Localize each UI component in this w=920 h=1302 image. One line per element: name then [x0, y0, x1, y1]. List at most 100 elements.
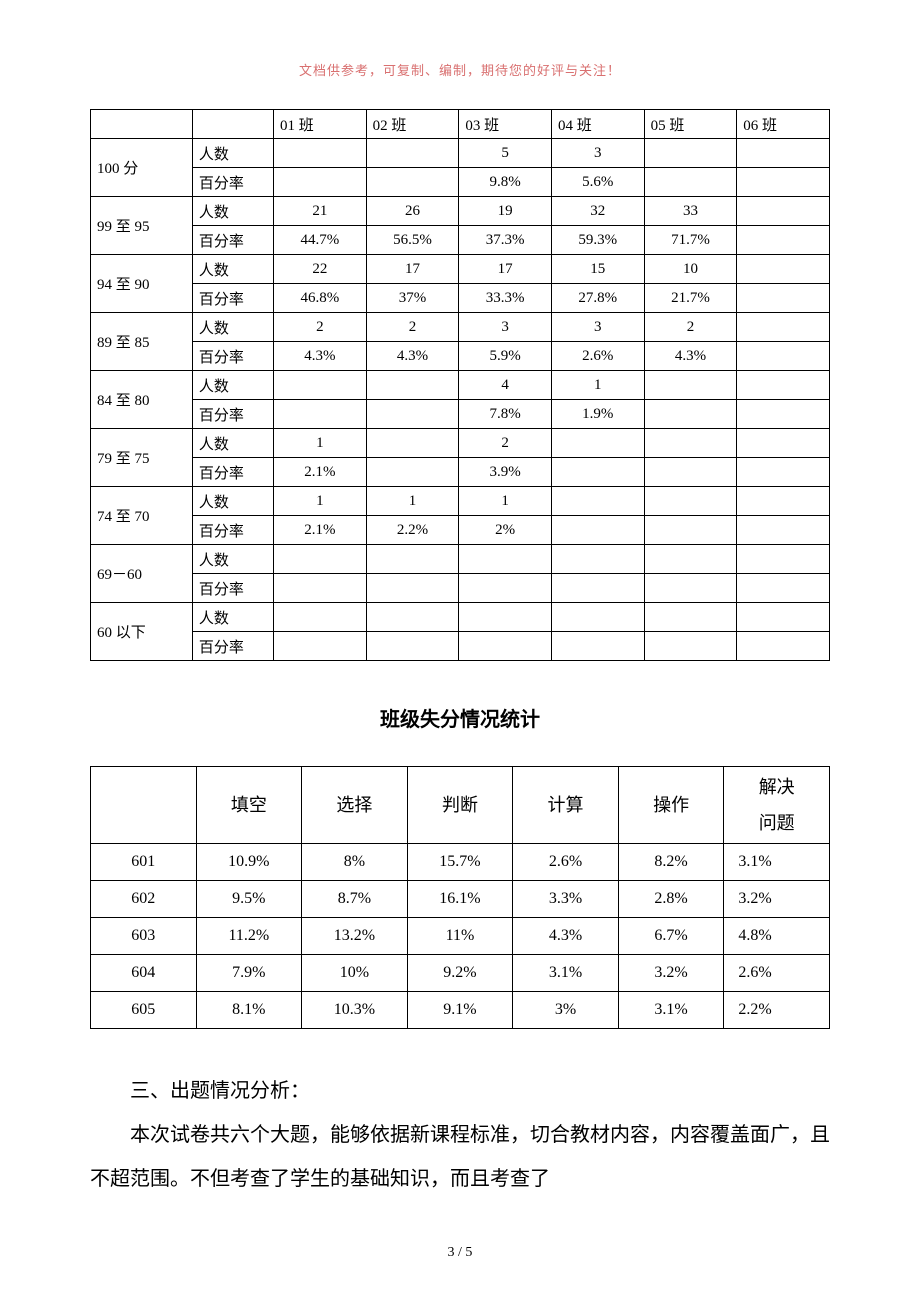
data-cell: 2.8%	[618, 881, 724, 918]
row-type-label: 人数	[192, 429, 273, 458]
data-cell: 27.8%	[551, 284, 644, 313]
data-cell	[551, 429, 644, 458]
data-cell	[551, 545, 644, 574]
data-cell: 9.8%	[459, 168, 552, 197]
data-cell	[274, 603, 367, 632]
data-cell: 1	[274, 429, 367, 458]
column-header: 计算	[513, 767, 619, 844]
data-cell: 21	[274, 197, 367, 226]
column-header	[91, 767, 197, 844]
data-cell: 4.8%	[724, 918, 830, 955]
row-type-label: 百分率	[192, 400, 273, 429]
data-cell: 5.6%	[551, 168, 644, 197]
data-cell	[644, 487, 737, 516]
data-cell: 3.1%	[618, 992, 724, 1029]
class-header: 02 班	[366, 110, 459, 139]
data-cell: 3	[459, 313, 552, 342]
data-cell: 71.7%	[644, 226, 737, 255]
data-cell	[737, 429, 830, 458]
loss-table: 填空选择判断计算操作解决问题 60110.9%8%15.7%2.6%8.2%3.…	[90, 766, 830, 1029]
data-cell: 2	[274, 313, 367, 342]
row-type-label: 百分率	[192, 632, 273, 661]
table-row: 94 至 90人数2217171510	[91, 255, 830, 284]
data-cell	[737, 313, 830, 342]
data-cell	[366, 574, 459, 603]
data-cell: 26	[366, 197, 459, 226]
data-cell	[644, 516, 737, 545]
data-cell: 16.1%	[407, 881, 513, 918]
data-cell	[366, 545, 459, 574]
data-cell: 4.3%	[274, 342, 367, 371]
row-type-label: 人数	[192, 371, 273, 400]
data-cell	[459, 632, 552, 661]
data-cell	[737, 371, 830, 400]
data-cell: 3	[551, 313, 644, 342]
data-cell: 10.9%	[196, 844, 302, 881]
row-type-label: 百分率	[192, 574, 273, 603]
data-cell: 3.1%	[724, 844, 830, 881]
table-row: 百分率4.3%4.3%5.9%2.6%4.3%	[91, 342, 830, 371]
header-note: 文档供参考，可复制、编制，期待您的好评与关注！	[90, 60, 830, 79]
band-label: 89 至 85	[91, 313, 193, 371]
data-cell: 37%	[366, 284, 459, 313]
data-cell	[551, 574, 644, 603]
data-cell: 8.2%	[618, 844, 724, 881]
data-cell: 604	[91, 955, 197, 992]
band-label: 69－60	[91, 545, 193, 603]
data-cell	[644, 371, 737, 400]
table-row: 60110.9%8%15.7%2.6%8.2%3.1%	[91, 844, 830, 881]
table-row: 99 至 95人数2126193233	[91, 197, 830, 226]
data-cell: 15	[551, 255, 644, 284]
page-number: 3 / 5	[90, 1245, 830, 1261]
row-type-label: 人数	[192, 139, 273, 168]
band-label: 99 至 95	[91, 197, 193, 255]
data-cell: 33	[644, 197, 737, 226]
data-cell: 32	[551, 197, 644, 226]
data-cell: 4.3%	[513, 918, 619, 955]
table-row: 60311.2%13.2%11%4.3%6.7%4.8%	[91, 918, 830, 955]
column-header: 选择	[302, 767, 408, 844]
data-cell	[459, 603, 552, 632]
class-header: 06 班	[737, 110, 830, 139]
band-label: 60 以下	[91, 603, 193, 661]
data-cell: 602	[91, 881, 197, 918]
data-cell	[274, 168, 367, 197]
data-cell	[274, 545, 367, 574]
data-cell: 5.9%	[459, 342, 552, 371]
data-cell	[459, 574, 552, 603]
data-cell: 2%	[459, 516, 552, 545]
table-row: 百分率2.1%2.2%2%	[91, 516, 830, 545]
data-cell	[644, 458, 737, 487]
row-type-label: 百分率	[192, 226, 273, 255]
data-cell: 3.3%	[513, 881, 619, 918]
data-cell	[644, 400, 737, 429]
data-cell	[644, 429, 737, 458]
table-row: 69－60人数	[91, 545, 830, 574]
data-cell	[551, 487, 644, 516]
data-cell	[737, 487, 830, 516]
data-cell: 8%	[302, 844, 408, 881]
data-cell: 2.1%	[274, 458, 367, 487]
body-text: 三、出题情况分析： 本次试卷共六个大题，能够依据新课程标准，切合教材内容，内容覆…	[90, 1069, 830, 1201]
data-cell	[274, 139, 367, 168]
data-cell	[737, 545, 830, 574]
table-header-row: 01 班02 班03 班04 班05 班06 班	[91, 110, 830, 139]
data-cell: 11.2%	[196, 918, 302, 955]
data-cell	[737, 139, 830, 168]
class-header: 03 班	[459, 110, 552, 139]
table-header-row: 填空选择判断计算操作解决问题	[91, 767, 830, 844]
table-row: 百分率	[91, 574, 830, 603]
row-type-label: 百分率	[192, 284, 273, 313]
data-cell	[644, 632, 737, 661]
table-row: 89 至 85人数22332	[91, 313, 830, 342]
data-cell	[737, 400, 830, 429]
table-row: 百分率44.7%56.5%37.3%59.3%71.7%	[91, 226, 830, 255]
table-row: 6029.5%8.7%16.1%3.3%2.8%3.2%	[91, 881, 830, 918]
data-cell	[274, 574, 367, 603]
data-cell	[459, 545, 552, 574]
paragraph: 本次试卷共六个大题，能够依据新课程标准，切合教材内容，内容覆盖面广，且不超范围。…	[90, 1113, 830, 1201]
data-cell: 603	[91, 918, 197, 955]
data-cell: 9.5%	[196, 881, 302, 918]
data-cell: 3%	[513, 992, 619, 1029]
data-cell: 2	[459, 429, 552, 458]
